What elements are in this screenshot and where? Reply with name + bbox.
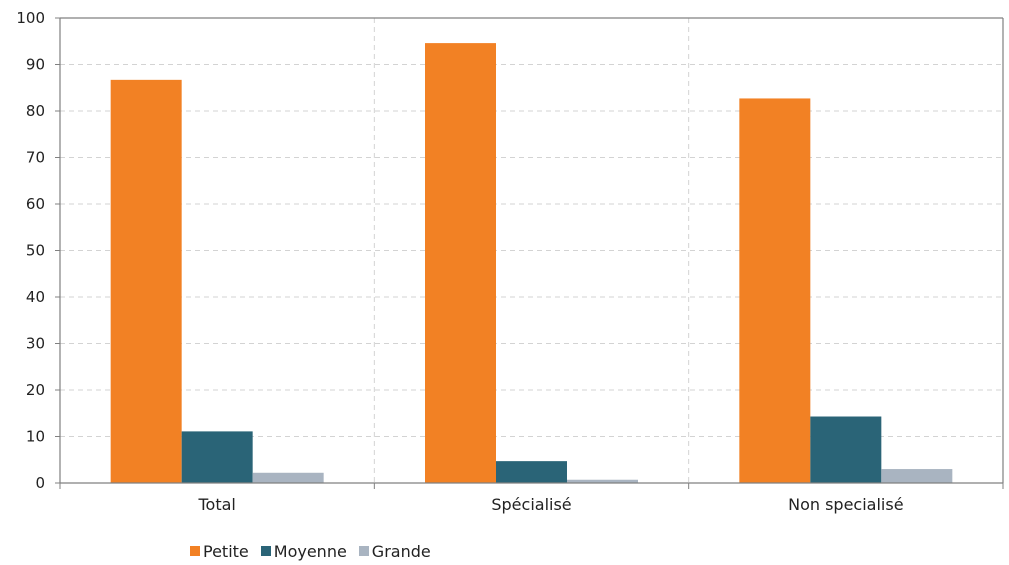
- y-tick-label: 70: [26, 149, 45, 167]
- legend-item-petite: Petite: [190, 542, 249, 561]
- x-category-label: Non specialisé: [788, 495, 903, 514]
- legend-swatch: [260, 546, 271, 556]
- bar-moyenne-2: [810, 416, 882, 483]
- bar-grande-0: [252, 472, 324, 483]
- grid-lines: [60, 17, 1003, 483]
- y-tick-label: 100: [16, 9, 45, 27]
- y-tick-label: 20: [26, 381, 45, 399]
- bar-moyenne-0: [181, 431, 253, 483]
- y-tick-label: 0: [35, 474, 45, 492]
- x-category-label: Total: [197, 495, 235, 514]
- legend: Petite Moyenne Grande: [190, 540, 443, 562]
- bar-grande-2: [881, 469, 953, 483]
- bar-petite-2: [739, 98, 811, 483]
- bars: [110, 43, 953, 484]
- y-tick-label: 30: [26, 335, 45, 353]
- legend-label: Petite: [203, 541, 249, 561]
- legend-swatch: [358, 546, 369, 556]
- y-tick-label: 40: [26, 288, 45, 306]
- x-category-labels: Total Spécialisé Non specialisé: [197, 495, 903, 514]
- y-tick-label: 90: [26, 56, 45, 74]
- bar-petite-0: [110, 79, 182, 483]
- bar-grande-1: [567, 479, 638, 483]
- legend-item-moyenne: Moyenne: [260, 541, 347, 561]
- bar-petite-1: [425, 43, 496, 484]
- axes: [55, 17, 1004, 489]
- y-tick-label: 50: [26, 242, 45, 260]
- y-tick-labels: 0 10 20 30 40 50 60 70 80 90 100: [16, 9, 45, 492]
- legend-label: Moyenne: [273, 541, 347, 561]
- y-tick-label: 10: [26, 428, 45, 446]
- y-tick-label: 60: [26, 195, 45, 213]
- bar-chart: 0 10 20 30 40 50 60 70 80 90 100 Total Spécialisé No…: [16, 9, 1004, 514]
- legend-label: Grande: [371, 541, 431, 561]
- y-tick-label: 80: [26, 102, 45, 120]
- legend-swatch: [190, 546, 200, 556]
- bar-moyenne-1: [496, 461, 567, 483]
- x-category-label: Spécialisé: [491, 495, 571, 514]
- legend-item-grande: Grande: [358, 541, 431, 561]
